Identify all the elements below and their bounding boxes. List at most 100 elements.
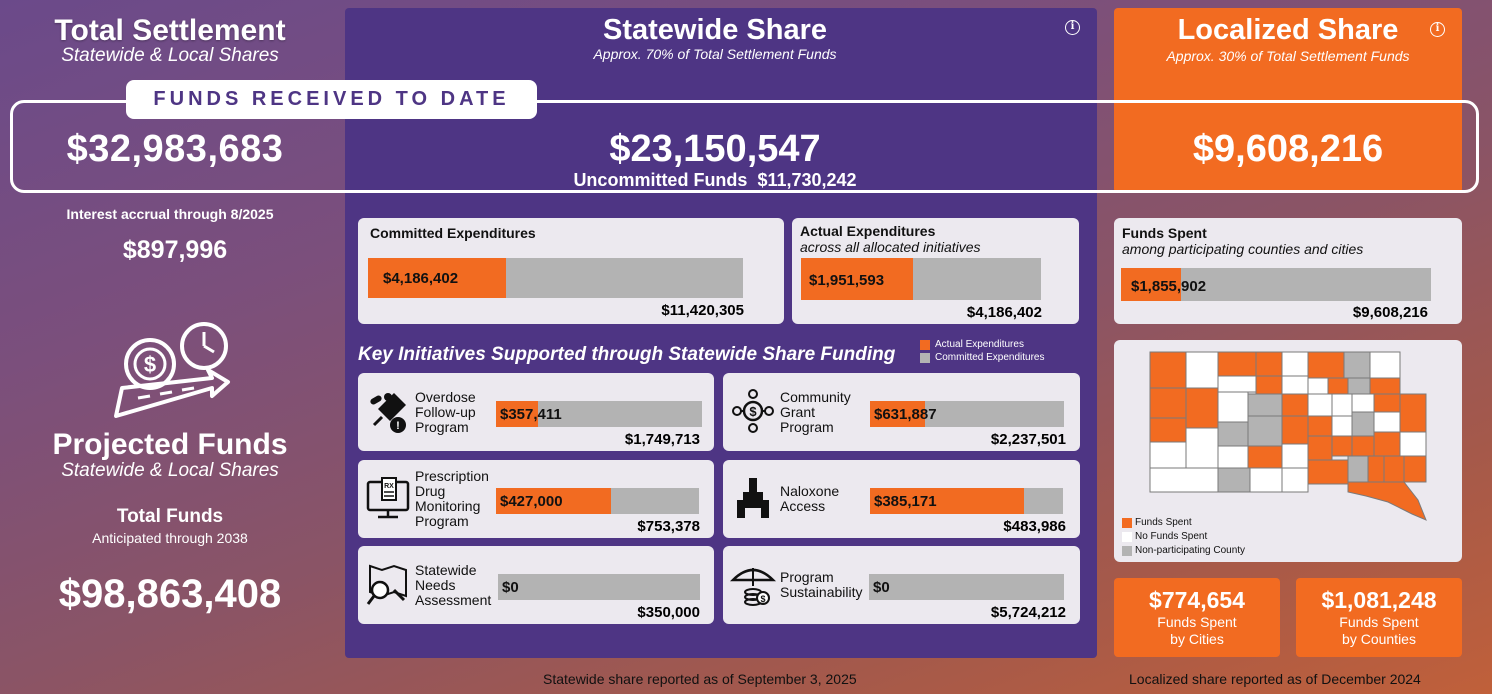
initiative-label-line: Program: [415, 513, 469, 529]
initiative-label-line: Access: [780, 498, 826, 514]
total-funds-sub: Anticipated through 2038: [92, 530, 248, 546]
interest-value: $897,996: [122, 236, 228, 264]
counties-spent-label-2: by Counties: [1342, 631, 1416, 647]
initiative-label-line: Naloxone: [780, 483, 840, 499]
funds-received-frame: [10, 100, 1479, 193]
total-settlement-amount: $32,983,683: [66, 128, 284, 170]
map-legend-none: No Funds Spent: [1135, 531, 1208, 542]
projected-funds-subtitle: Statewide & Local Shares: [61, 460, 279, 481]
total-settlement-title: Total Settlement: [54, 14, 286, 47]
funds-received-label: FUNDS RECEIVED TO DATE: [126, 80, 537, 119]
initiative-total: $2,237,501: [990, 431, 1066, 448]
initiative-label-line: Statewide: [415, 562, 477, 578]
committed-bar-fill: [368, 258, 506, 298]
initiative-label: Prescription Drug Monitoring Program: [415, 469, 489, 529]
initiative-label-line: Program: [780, 419, 834, 435]
map-legend-nonpart-swatch: [1122, 546, 1132, 556]
total-settlement-subtitle: Statewide & Local Shares: [61, 45, 279, 66]
key-initiatives-title: Key Initiatives Supported through Statew…: [358, 344, 896, 365]
pills-syringe-icon: !: [364, 387, 412, 435]
nasal-spray-icon: [729, 474, 777, 522]
actual-bar: [801, 258, 1041, 300]
uncommitted-label: Uncommitted Funds: [573, 170, 748, 190]
initiative-bar: [496, 488, 699, 514]
initiative-value: $0: [873, 579, 890, 596]
initiative-bar: [496, 401, 702, 427]
initiative-value: $385,171: [874, 493, 937, 510]
counties-spent-value: $1,081,248: [1321, 587, 1437, 613]
uncommitted-funds: Uncommitted Funds $11,730,242: [345, 170, 1085, 191]
cities-spent-label: Funds Spent: [1157, 614, 1237, 630]
cities-spent-box: $774,654 Funds Spent by Cities: [1114, 578, 1280, 657]
funds-spent-title: Funds Spent: [1122, 225, 1207, 241]
interest-label: Interest accrual through 8/2025: [66, 206, 274, 222]
info-icon[interactable]: i: [1065, 20, 1080, 35]
initiative-bar: [870, 401, 1064, 427]
committed-total: $11,420,305: [661, 302, 744, 319]
funds-spent-bar: [1121, 268, 1431, 301]
county-map: [1149, 351, 1427, 521]
initiative-value: $631,887: [874, 406, 937, 423]
initiative-total: $753,378: [637, 518, 700, 535]
initiative-total: $350,000: [637, 604, 700, 621]
actual-total: $4,186,402: [966, 304, 1042, 321]
actual-title: Actual Expenditures: [800, 223, 936, 239]
actual-value: $1,951,593: [809, 272, 885, 289]
initiative-bar: [870, 488, 1063, 514]
funds-spent-value: $1,855,902: [1131, 278, 1207, 295]
map-legend-nonpart: Non-participating County: [1135, 545, 1246, 556]
money-clock-icon: $: [114, 322, 230, 418]
map-legend-none-swatch: [1122, 532, 1132, 542]
initiative-value: $427,000: [500, 493, 563, 510]
initiative-bar-fill: [496, 401, 539, 427]
initiative-label: Community Grant Program: [780, 390, 851, 435]
initiative-label-line: Monitoring: [415, 498, 481, 514]
svg-text:RX: RX: [384, 483, 394, 490]
map-magnifier-icon: [364, 560, 412, 608]
funds-spent-bar-fill: [1121, 268, 1181, 301]
initiative-label-line: Drug: [415, 483, 446, 499]
total-funds-label: Total Funds: [116, 506, 224, 527]
uncommitted-value: $11,730,242: [757, 170, 857, 190]
statewide-title: Statewide Share: [602, 14, 828, 46]
committed-title: Committed Expenditures: [370, 225, 536, 241]
svg-text:$: $: [760, 594, 765, 604]
legend-actual-swatch: [920, 340, 930, 350]
legend-actual-label: Actual Expenditures: [935, 339, 1024, 350]
statewide-footer: Statewide share reported as of September…: [543, 671, 857, 687]
initiative-bar-fill: [870, 401, 925, 427]
cities-spent-value: $774,654: [1149, 587, 1245, 613]
actual-expenditures-card: Actual Expenditures across all allocated…: [792, 218, 1079, 324]
initiative-card: Statewide Needs Assessment $0 $350,000: [358, 546, 714, 624]
counties-spent-label: Funds Spent: [1339, 614, 1419, 630]
initiative-bar-fill: [496, 488, 612, 514]
initiative-card: Naloxone Access $385,171 $483,986: [723, 460, 1080, 538]
localized-amount: $9,608,216: [1192, 128, 1384, 170]
initiative-card: ! Overdose Follow-up Program $357,411 $1,749,…: [358, 373, 714, 451]
initiative-bar-fill: [870, 488, 1024, 514]
initiative-card: $ Community Grant Program $631,887 $2,237,501: [723, 373, 1080, 451]
initiative-label-line: Grant: [780, 404, 816, 420]
initiative-label: Overdose Follow-up Program: [415, 390, 476, 435]
initiative-label: Naloxone Access: [780, 484, 839, 514]
localized-footer: Localized share reported as of December …: [1129, 671, 1421, 687]
initiative-total: $5,724,212: [990, 604, 1066, 621]
actual-bar-fill: [801, 258, 913, 300]
initiative-label: Program Sustainability: [780, 570, 863, 600]
projected-funds-title: Projected Funds: [52, 428, 288, 461]
umbrella-coins-icon: $: [729, 560, 777, 608]
initiative-card: $ Program Sustainability $0 $5,724,212: [723, 546, 1080, 624]
info-icon[interactable]: i: [1430, 22, 1445, 37]
initiative-label-line: Community: [780, 389, 851, 405]
initiative-label-line: Program: [780, 569, 834, 585]
initiative-label-line: Follow-up: [415, 404, 476, 420]
legend-committed-swatch: [920, 353, 930, 363]
counties-spent-box: $1,081,248 Funds Spent by Counties: [1296, 578, 1462, 657]
total-funds-value: $98,863,408: [58, 572, 282, 616]
initiative-value: $357,411: [500, 406, 562, 423]
initiative-bar: [498, 574, 700, 600]
initiative-label-line: Sustainability: [780, 584, 863, 600]
initiative-bar: [869, 574, 1064, 600]
initiative-total: $483,986: [1003, 518, 1066, 535]
initiative-label-line: Program: [415, 419, 469, 435]
